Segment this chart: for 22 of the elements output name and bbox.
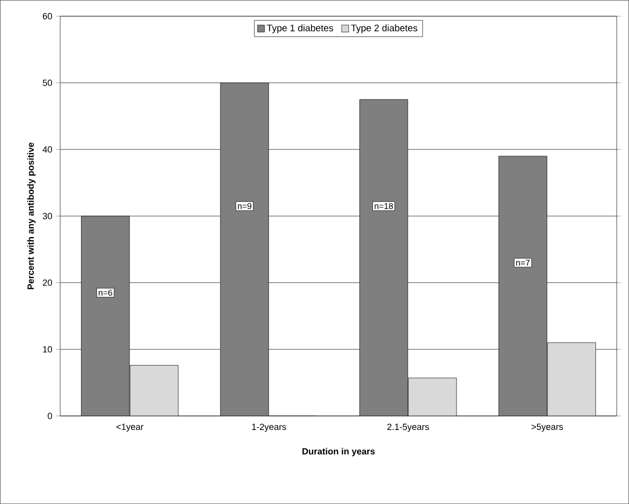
bar bbox=[547, 342, 596, 416]
legend-label: Type 1 diabetes bbox=[266, 24, 334, 34]
annotation: n=9 bbox=[238, 203, 252, 210]
y-axis-title: Percent with any antibody positive bbox=[27, 142, 36, 290]
y-tick-label: 20 bbox=[42, 279, 52, 286]
bar bbox=[130, 365, 178, 416]
y-tick-label: 50 bbox=[42, 80, 52, 86]
legend-label: Type 2 diabetes bbox=[351, 24, 418, 34]
x-axis-title: Duration in years bbox=[302, 448, 375, 456]
annotation: n=18 bbox=[374, 203, 393, 210]
y-tick-label: 0 bbox=[48, 412, 52, 420]
y-tick-label: 60 bbox=[42, 12, 52, 20]
annotation: n=6 bbox=[98, 290, 112, 296]
x-tick-label: 1-2years bbox=[252, 424, 286, 432]
x-tick-label: 2.1-5years bbox=[387, 424, 429, 432]
y-tick-label: 30 bbox=[42, 212, 52, 220]
x-tick-label: <1year bbox=[116, 424, 144, 432]
bar bbox=[408, 378, 457, 416]
annotation: n=7 bbox=[516, 260, 530, 266]
x-tick-label: >5years bbox=[532, 424, 563, 432]
y-tick-label: 10 bbox=[43, 346, 52, 352]
y-tick-label: 40 bbox=[42, 146, 52, 153]
